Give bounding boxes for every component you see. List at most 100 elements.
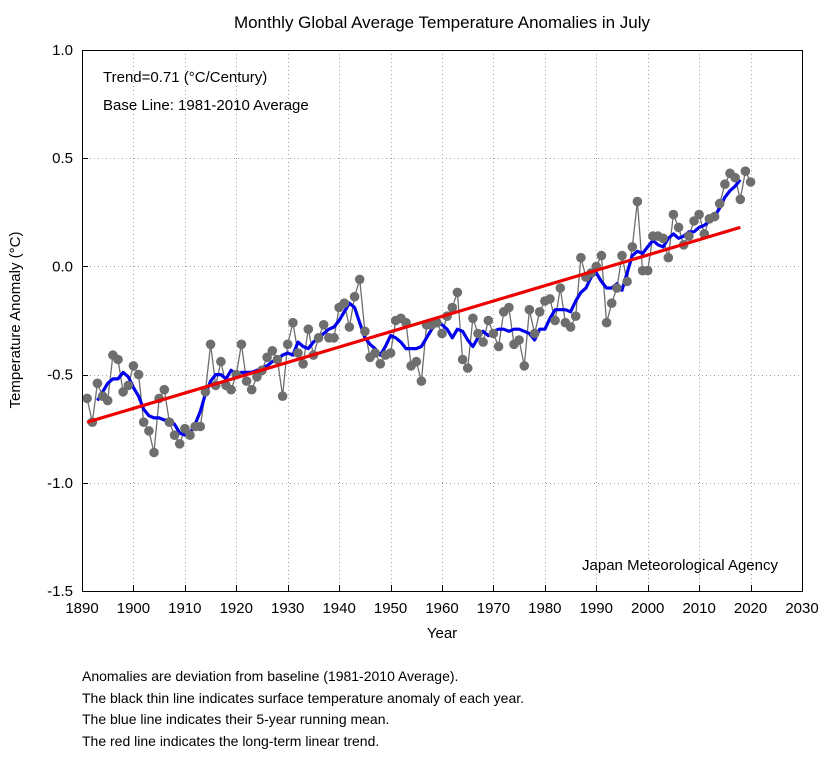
- annual-anomaly-point: [195, 421, 206, 432]
- annual-anomaly-point: [205, 339, 216, 350]
- annual-anomaly-point: [411, 356, 422, 367]
- annual-anomaly-point: [663, 252, 674, 263]
- x-tick-label: 1960: [425, 600, 458, 617]
- x-tick-label: 2010: [682, 600, 715, 617]
- note-running-mean: The blue line indicates their 5-year run…: [82, 711, 390, 727]
- annual-anomaly-point: [128, 361, 139, 371]
- annual-anomaly-point: [82, 393, 92, 404]
- annual-anomaly-point: [354, 274, 365, 285]
- annual-anomaly-point: [344, 322, 355, 332]
- annual-anomaly-point: [118, 387, 128, 397]
- chart-notes: Anomalies are deviation from baseline (1…: [82, 666, 524, 752]
- data-series: [82, 166, 756, 458]
- chart-title: Monthly Global Average Temperature Anoma…: [234, 13, 651, 32]
- annual-anomaly-point: [144, 426, 154, 436]
- note-annual-line: The black thin line indicates surface te…: [82, 689, 525, 706]
- annual-anomaly-point: [714, 198, 725, 209]
- annual-anomaly-point: [133, 369, 144, 380]
- x-tick-label: 1970: [477, 600, 510, 617]
- annual-anomaly-point: [370, 348, 380, 358]
- x-tick-label: 1920: [220, 600, 253, 617]
- annual-anomaly-point: [277, 391, 288, 402]
- annual-anomaly-point: [123, 380, 134, 391]
- y-tick-label: 0.5: [52, 150, 73, 167]
- annual-anomaly-point: [349, 291, 360, 302]
- linear-trend-line: [86, 225, 741, 424]
- annual-anomaly-point: [550, 315, 560, 326]
- annual-anomaly-point: [262, 352, 272, 363]
- x-axis-label: Year: [427, 625, 457, 642]
- x-tick-label: 1980: [528, 600, 561, 617]
- annual-anomaly-point: [668, 209, 679, 220]
- annual-anomaly-point: [385, 348, 396, 358]
- annual-anomaly-point: [375, 359, 386, 369]
- annual-anomaly-point: [246, 384, 257, 395]
- annual-anomaly-point: [303, 324, 314, 335]
- annual-anomaly-point: [339, 298, 350, 309]
- x-tick-label: 2000: [631, 600, 664, 617]
- annual-anomaly-point: [473, 328, 483, 339]
- x-tick-labels: 1890 1900 1910 1920 1930 1940 1950 1960 1970 1980…: [65, 600, 818, 617]
- baseline-annotation: Base Line: 1981-2010 Average: [103, 97, 309, 114]
- annual-anomaly-point: [437, 328, 447, 339]
- annual-anomaly-point: [267, 346, 278, 356]
- annual-anomaly-point: [483, 315, 494, 326]
- annual-anomaly-point: [282, 339, 293, 350]
- annual-anomaly-point: [555, 283, 566, 293]
- annual-anomaly-point: [617, 250, 627, 261]
- running-mean-line: [96, 178, 742, 437]
- y-tick-labels: -1.5 -1.0 -0.5 0.0 0.5 1.0: [47, 42, 73, 600]
- annual-anomaly-point: [745, 177, 756, 187]
- grid-lines: [82, 50, 802, 591]
- y-tick-label: -1.5: [47, 583, 73, 600]
- annual-anomaly-point: [694, 209, 704, 220]
- annual-anomaly-point: [730, 172, 740, 183]
- x-tick-label: 1990: [580, 600, 613, 617]
- y-tick-label: 1.0: [52, 42, 73, 59]
- x-tick-label: 1890: [65, 600, 98, 617]
- annual-anomaly-point: [529, 328, 540, 339]
- annual-anomaly-point: [606, 298, 617, 309]
- x-tick-label: 1900: [117, 600, 150, 617]
- annual-anomaly-point: [226, 384, 236, 395]
- annual-anomaly-point: [288, 317, 298, 328]
- y-tick-label: -0.5: [47, 367, 73, 384]
- annual-anomaly-point: [462, 363, 473, 373]
- annual-anomaly-point: [684, 231, 694, 241]
- trend-annotation: Trend=0.71 (°C/Century): [103, 69, 267, 86]
- annual-anomaly-point: [236, 339, 247, 350]
- annual-anomaly-point: [329, 333, 339, 343]
- annual-anomaly-point: [360, 326, 370, 337]
- annual-anomaly-point: [488, 328, 499, 339]
- annual-anomaly-point: [164, 417, 175, 428]
- annual-anomaly-point: [642, 265, 653, 276]
- annual-anomaly-point: [545, 294, 555, 304]
- plot-frame: [82, 50, 803, 592]
- annual-anomaly-point: [565, 322, 576, 332]
- annual-anomaly-point: [457, 354, 468, 365]
- annual-anomaly-point: [740, 166, 751, 176]
- y-axis-label: Temperature Anomaly (°C): [7, 232, 24, 409]
- annual-anomaly-point: [514, 335, 524, 345]
- y-tick-label: 0.0: [52, 258, 73, 275]
- annual-anomaly-point: [576, 252, 586, 263]
- annual-anomaly-point: [293, 348, 303, 358]
- annual-anomaly-point: [627, 242, 638, 252]
- annual-anomaly-point: [720, 179, 730, 189]
- annual-anomaly-point: [689, 216, 699, 226]
- annual-anomaly-point: [534, 307, 545, 317]
- annual-anomaly-point: [102, 395, 113, 406]
- annual-anomaly-point: [632, 196, 643, 207]
- annual-anomaly-point: [622, 276, 632, 287]
- source-annotation: Japan Meteorological Agency: [582, 557, 778, 574]
- x-tick-label: 1910: [168, 600, 201, 617]
- x-tick-label: 1930: [271, 600, 304, 617]
- annual-anomaly-point: [138, 417, 149, 428]
- annual-anomaly-point: [159, 384, 170, 395]
- annual-anomaly-point: [478, 337, 488, 347]
- annual-anomaly-point: [180, 423, 190, 434]
- annual-anomaly-point: [416, 376, 427, 386]
- annual-anomaly-point: [658, 233, 668, 244]
- annual-anomaly-point: [493, 341, 504, 352]
